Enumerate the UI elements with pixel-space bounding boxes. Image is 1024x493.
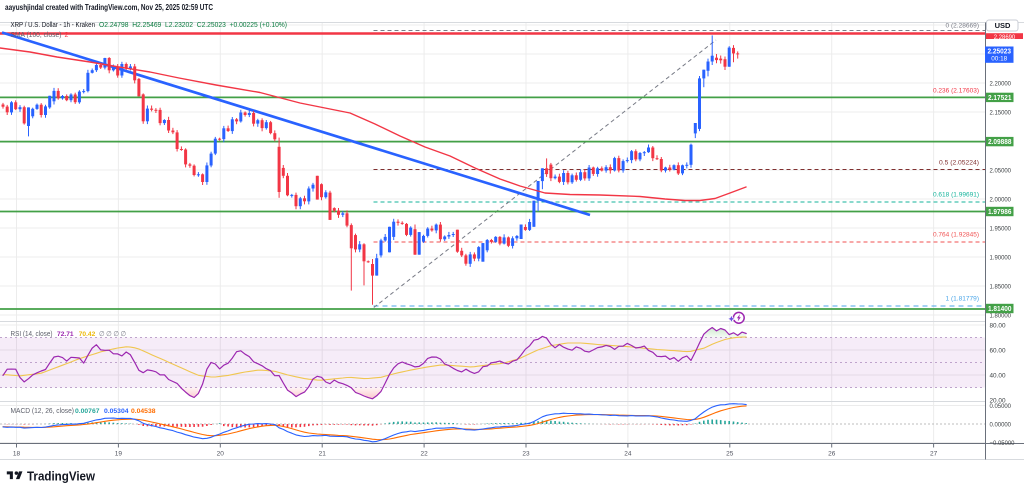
svg-text:USD: USD: [995, 21, 1011, 30]
svg-text:2.28690: 2.28690: [994, 35, 1016, 41]
svg-text:2.20000: 2.20000: [990, 80, 1012, 87]
svg-text:22: 22: [420, 450, 428, 457]
svg-text:0.00000: 0.00000: [990, 421, 1012, 428]
svg-text:1 (1.81779): 1 (1.81779): [946, 296, 980, 303]
svg-text:1.95000: 1.95000: [990, 225, 1012, 232]
svg-text:1.90000: 1.90000: [990, 254, 1012, 261]
svg-text:−0.05000: −0.05000: [990, 440, 1016, 447]
svg-text:2.00000: 2.00000: [990, 196, 1012, 203]
svg-text:2: 2: [65, 32, 69, 39]
svg-text:60.00: 60.00: [990, 347, 1007, 354]
svg-text:26: 26: [828, 450, 836, 457]
svg-text:TradingView: TradingView: [27, 469, 95, 483]
svg-text:1.80000: 1.80000: [990, 312, 1012, 319]
svg-text:2.09888: 2.09888: [988, 139, 1012, 146]
svg-text:18: 18: [13, 450, 21, 457]
svg-text:O2.24798 H2.25469 L2.23202: O2.24798 H2.25469 L2.23202 C2.25023 +0.0…: [99, 22, 287, 29]
svg-text:0.04538: 0.04538: [131, 408, 156, 415]
svg-text:SMA (100, close): SMA (100, close): [11, 32, 62, 39]
svg-text:40.00: 40.00: [990, 372, 1007, 379]
svg-text:RSI (14, close): RSI (14, close): [11, 331, 53, 338]
svg-text:0.5 (2.05224): 0.5 (2.05224): [939, 160, 979, 167]
svg-text:0.236 (2.17603): 0.236 (2.17603): [933, 87, 979, 94]
svg-text:1.97986: 1.97986: [988, 209, 1012, 216]
svg-text:2.05000: 2.05000: [990, 167, 1012, 174]
svg-text:2.25023: 2.25023: [987, 48, 1011, 55]
svg-text:MACD (12, 26, close): MACD (12, 26, close): [11, 408, 75, 415]
svg-text:80.00: 80.00: [990, 322, 1007, 329]
svg-text:0.05304: 0.05304: [104, 408, 129, 415]
svg-text:0 (2.28669): 0 (2.28669): [946, 22, 980, 29]
svg-text:23: 23: [522, 450, 530, 457]
svg-text:XRP / U.S. Dollar - 1h - Krake: XRP / U.S. Dollar - 1h - Kraken: [11, 22, 96, 29]
svg-text:0.05000: 0.05000: [990, 403, 1012, 410]
svg-text:27: 27: [930, 450, 938, 457]
svg-text:aayushjindal created with Trad: aayushjindal created with TradingView.co…: [5, 2, 213, 12]
svg-text:72.71: 72.71: [57, 331, 74, 338]
svg-text:20: 20: [217, 450, 225, 457]
svg-text:00:18: 00:18: [991, 56, 1007, 63]
svg-text:21: 21: [319, 450, 327, 457]
svg-text:70.42: 70.42: [79, 331, 96, 338]
svg-text:0.764 (1.92845): 0.764 (1.92845): [933, 232, 979, 239]
svg-text:20.00: 20.00: [990, 397, 1007, 404]
svg-text:19: 19: [115, 450, 123, 457]
svg-text:0.00767: 0.00767: [75, 408, 100, 415]
svg-text:24: 24: [624, 450, 632, 457]
svg-text:1.81400: 1.81400: [988, 306, 1012, 313]
svg-text:2.15000: 2.15000: [990, 109, 1012, 116]
svg-text:2.17521: 2.17521: [988, 95, 1012, 102]
svg-text:1.85000: 1.85000: [990, 283, 1012, 290]
svg-text:∅ ∅ ∅ ∅: ∅ ∅ ∅ ∅: [99, 331, 126, 338]
svg-text:25: 25: [726, 450, 734, 457]
svg-text:0.618 (1.99691): 0.618 (1.99691): [933, 192, 979, 199]
